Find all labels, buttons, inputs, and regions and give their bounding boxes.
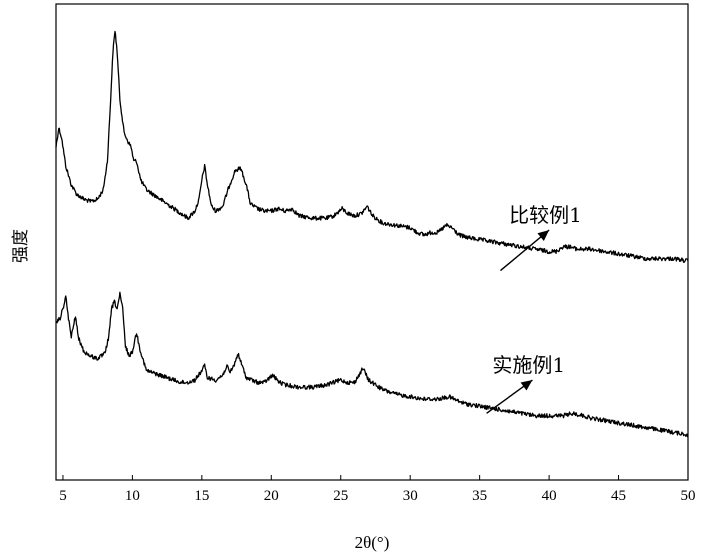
series-layer — [56, 31, 688, 436]
series-label-1: 比较例1 — [509, 203, 582, 227]
series-labels-layer: 比较例1 实施例1 — [487, 203, 582, 413]
x-tick-label: 50 — [681, 488, 696, 504]
series-line-1 — [56, 31, 688, 262]
x-tick-label: 40 — [542, 488, 557, 504]
y-axis-label: 强度 — [11, 229, 30, 263]
series-label-2: 实施例1 — [492, 353, 565, 377]
x-axis-label: 2θ(°) — [355, 533, 390, 552]
x-tick-label: 35 — [472, 488, 487, 504]
x-tick-label: 20 — [264, 488, 279, 504]
x-tick-label: 30 — [403, 488, 418, 504]
x-tick-label: 25 — [333, 488, 348, 504]
x-axis-ticks: 5 10 15 20 25 30 35 40 45 50 — [59, 475, 695, 504]
x-tick-label: 15 — [194, 488, 209, 504]
plot-frame — [56, 4, 688, 480]
x-tick-label: 5 — [59, 488, 67, 504]
series-arrowhead-2 — [521, 380, 533, 391]
series-line-2 — [56, 292, 688, 436]
x-tick-label: 10 — [125, 488, 140, 504]
x-tick-label: 45 — [611, 488, 626, 504]
series-arrowhead-1 — [537, 230, 549, 241]
